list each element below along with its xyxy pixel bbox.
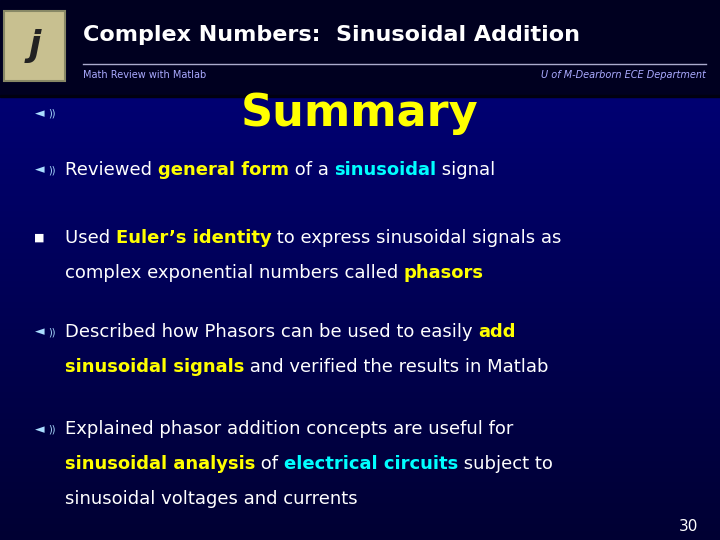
Text: j: j (28, 29, 41, 63)
FancyBboxPatch shape (4, 11, 65, 81)
Text: ◄: ◄ (35, 423, 45, 436)
Text: sinusoidal signals: sinusoidal signals (65, 358, 244, 376)
Text: ◄: ◄ (35, 326, 45, 339)
Text: to express sinusoidal signals as: to express sinusoidal signals as (271, 228, 562, 247)
Bar (0, 94, 720, 97)
Text: Math Review with Matlab: Math Review with Matlab (83, 70, 206, 79)
Text: subject to: subject to (458, 455, 553, 474)
Bar (0, 0, 720, 94)
Text: phasors: phasors (404, 264, 484, 282)
Text: of a: of a (289, 161, 334, 179)
Text: signal: signal (436, 161, 495, 179)
Text: Described how Phasors can be used to easily: Described how Phasors can be used to eas… (65, 323, 478, 341)
Text: Used: Used (65, 228, 116, 247)
Text: Summary: Summary (241, 92, 479, 135)
Text: )): )) (48, 165, 55, 175)
Text: sinusoidal analysis: sinusoidal analysis (65, 455, 255, 474)
Text: )): )) (48, 327, 55, 337)
Text: U of M-Dearborn ECE Department: U of M-Dearborn ECE Department (541, 70, 706, 79)
Text: )): )) (48, 109, 55, 118)
Text: Reviewed: Reviewed (65, 161, 158, 179)
Text: of: of (255, 455, 284, 474)
Text: add: add (478, 323, 516, 341)
Text: complex exponential numbers called: complex exponential numbers called (65, 264, 404, 282)
Text: ◄: ◄ (35, 107, 45, 120)
Text: electrical circuits: electrical circuits (284, 455, 458, 474)
Text: sinusoidal: sinusoidal (334, 161, 436, 179)
Text: 30: 30 (679, 519, 698, 534)
Text: ■: ■ (35, 233, 45, 242)
Text: general form: general form (158, 161, 289, 179)
Text: ◄: ◄ (35, 164, 45, 177)
Text: Euler’s identity: Euler’s identity (116, 228, 271, 247)
Text: sinusoidal voltages and currents: sinusoidal voltages and currents (65, 490, 357, 509)
Text: Complex Numbers:  Sinusoidal Addition: Complex Numbers: Sinusoidal Addition (83, 25, 580, 45)
Text: Explained phasor addition concepts are useful for: Explained phasor addition concepts are u… (65, 420, 513, 438)
Text: )): )) (48, 424, 55, 434)
Text: and verified the results in Matlab: and verified the results in Matlab (244, 358, 549, 376)
